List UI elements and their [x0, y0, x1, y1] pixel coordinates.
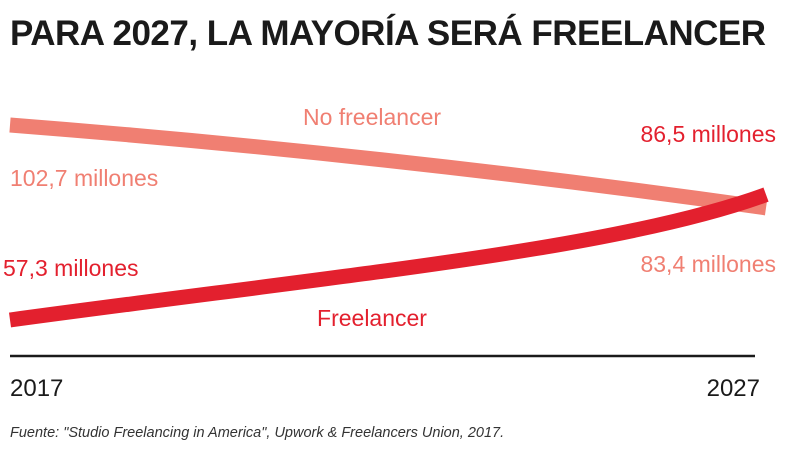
x-tick-label-2027: 2027	[707, 375, 760, 402]
series-line-freelancer	[8, 187, 769, 328]
data-label-no-freelancer-2027: 83,4 millones	[640, 251, 776, 277]
x-tick-label-2017: 2017	[10, 375, 63, 402]
series-name-freelancer: Freelancer	[317, 305, 427, 331]
source-note: Fuente: "Studio Freelancing in America",…	[10, 425, 505, 441]
chart-title: PARA 2027, LA MAYORÍA SERÁ FREELANCER	[10, 14, 766, 53]
data-label-no-freelancer-2017: 102,7 millones	[10, 165, 158, 191]
data-label-freelancer-2027: 86,5 millones	[640, 121, 776, 147]
series-name-no-freelancer: No freelancer	[303, 104, 441, 130]
data-label-freelancer-2017: 57,3 millones	[3, 255, 139, 281]
series-line-no-freelancer	[9, 117, 768, 216]
